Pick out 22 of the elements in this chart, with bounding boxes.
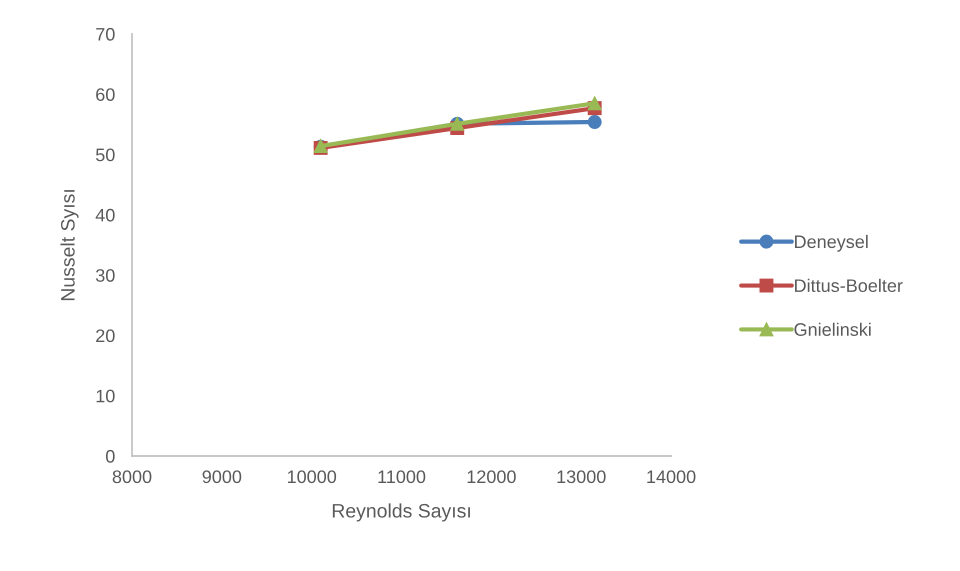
y-tick-label: 50 <box>96 148 115 162</box>
y-tick-label: 40 <box>96 208 115 222</box>
y-tick-label: 70 <box>96 28 115 41</box>
y-tick-label: 20 <box>96 329 115 342</box>
point <box>588 115 602 129</box>
x-tick-label: 10000 <box>288 470 336 484</box>
y-tick-label: 60 <box>96 88 115 101</box>
x-tick-label: 14000 <box>647 470 696 484</box>
y-tick-label: 0 <box>106 450 115 463</box>
x-axis-title: Reynolds Sayısı <box>332 503 470 522</box>
x-tick-label: 11000 <box>378 470 426 484</box>
point <box>588 96 602 110</box>
x-tick-label: 12000 <box>468 470 516 484</box>
y-tick-label: 30 <box>96 269 115 282</box>
legend-label: Gnielinski <box>794 322 871 336</box>
legend-label: Dittus-Boelter <box>795 278 903 292</box>
x-tick-label: 9000 <box>202 470 242 484</box>
y-axis-title: Nusselt Syısı <box>60 190 79 300</box>
legend-label: Deneysel <box>795 234 868 252</box>
y-tick-label: 10 <box>96 390 115 402</box>
x-tick-label: 13000 <box>557 470 606 484</box>
x-tick-label: 8000 <box>112 470 152 484</box>
